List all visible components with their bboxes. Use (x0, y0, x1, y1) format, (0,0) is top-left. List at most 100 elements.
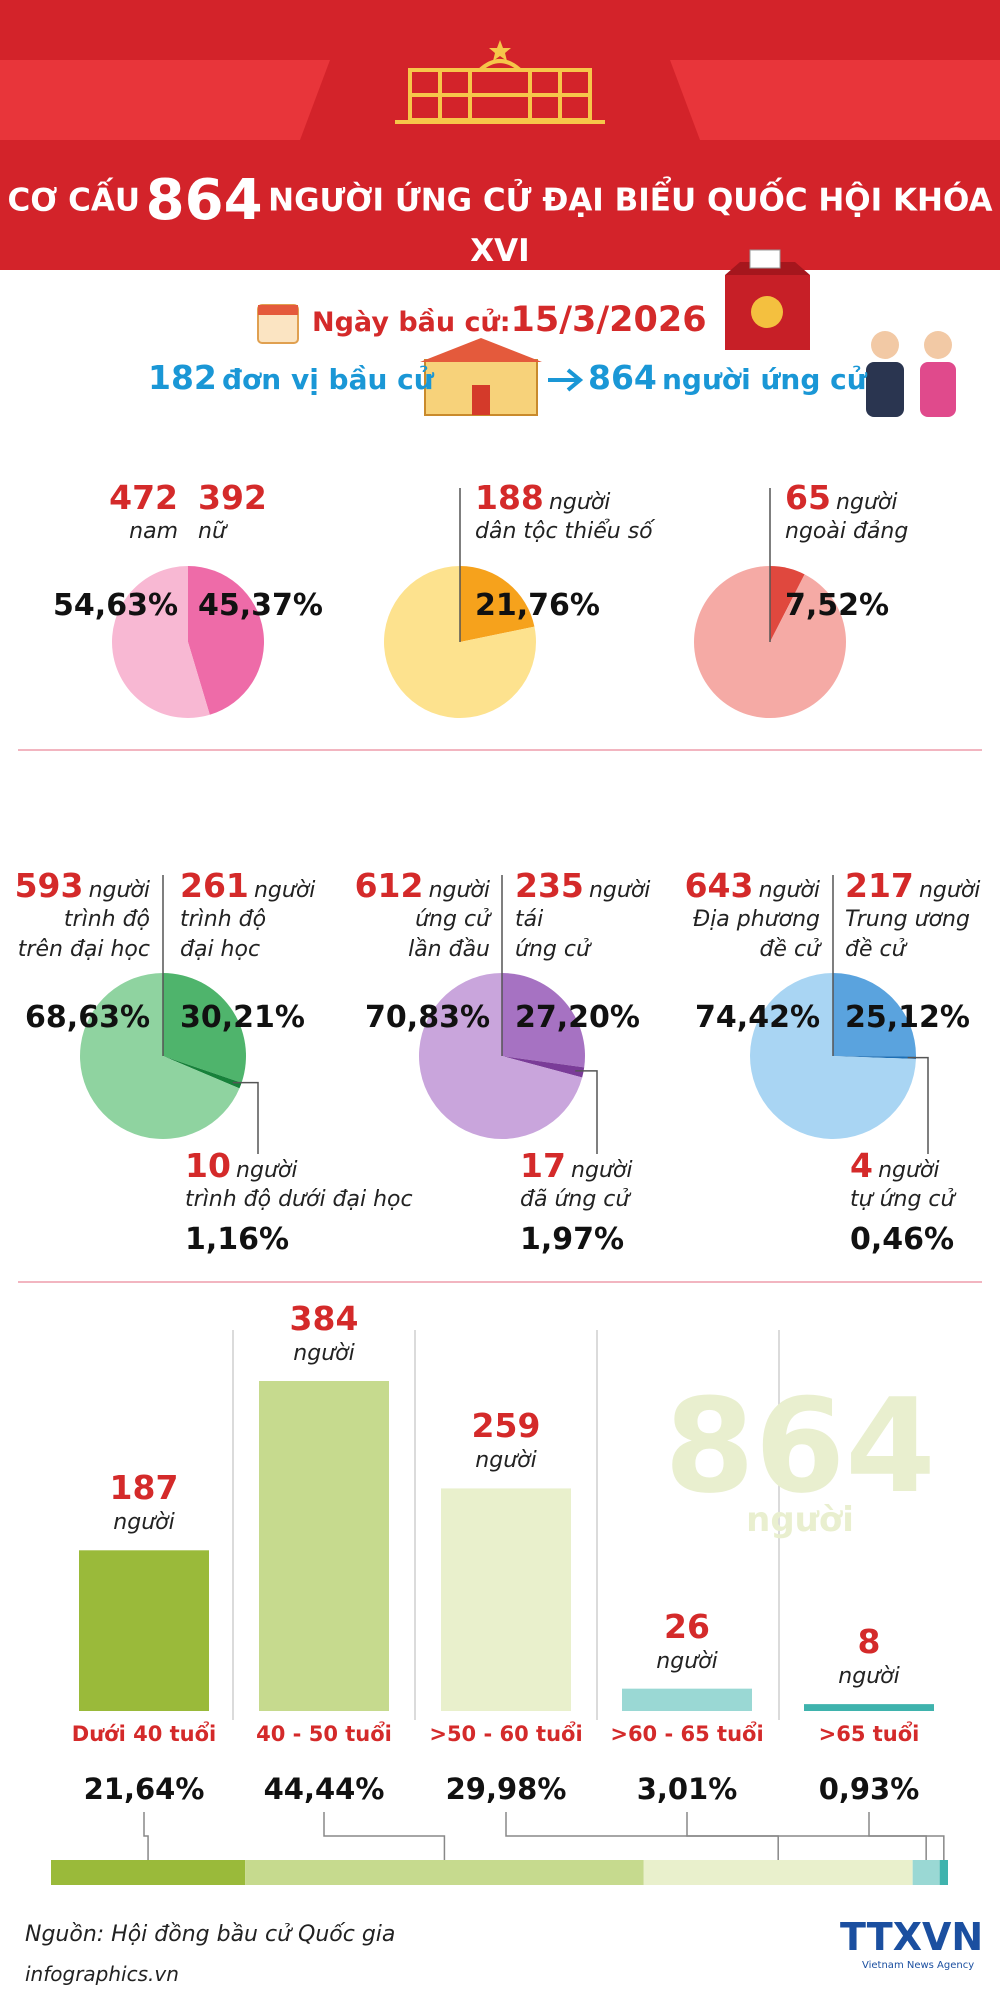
count-unit: người (236, 1158, 298, 1183)
building-icon (420, 338, 542, 416)
count-line: 235 người (515, 866, 650, 905)
date-label: Ngày bầu cử: (312, 307, 511, 338)
stacked-segment (245, 1860, 644, 1885)
count-unit: người (428, 878, 490, 903)
bar (622, 1688, 752, 1711)
pie-slice (188, 566, 265, 715)
leader-line (907, 1056, 929, 1154)
bar-value: 8 (857, 1622, 881, 1662)
candidates-row: 864 người ứng cử (588, 358, 867, 397)
category-label: Địa phương đề cử (693, 907, 820, 962)
bar-unit: người (656, 1648, 718, 1674)
percent-label: 70,83% (365, 1000, 490, 1035)
pie-label: 10 người trình độ dưới đại học (185, 1146, 413, 1215)
arrow-icon (548, 368, 584, 392)
pie-label: 217 người Trung ương đề cử (845, 866, 980, 965)
bar-value: 259 (471, 1406, 541, 1446)
category-label: trình độ dưới đại học (185, 1187, 413, 1212)
category-label: ứng cử lần đầu (408, 907, 490, 962)
candidates-icon (866, 331, 956, 417)
category-label: trình độ đại học (180, 907, 267, 962)
count: 643 (684, 866, 754, 905)
star (489, 40, 511, 61)
count-line: 392 (198, 478, 267, 517)
category-label: >50 - 60 tuổi (429, 1722, 583, 1746)
leader-line (323, 1812, 446, 1860)
ballot-box-icon (725, 249, 810, 350)
candidates: 864 (588, 358, 657, 397)
category-label: trình độ trên đại học (17, 907, 150, 962)
percent-label: 30,21% (180, 1000, 305, 1035)
pie-label: 472 nam (109, 478, 178, 547)
count-line: 217 người (845, 866, 980, 905)
percent-label: 44,44% (263, 1772, 385, 1806)
count: 392 (198, 478, 267, 517)
pie-label: 235 người tái ứng cử (515, 866, 650, 965)
count: 612 (354, 866, 424, 905)
units: 182 (148, 358, 217, 397)
bar-unit: người (113, 1510, 175, 1536)
logo-subtitle: Vietnam News Agency (862, 1960, 975, 1971)
calendar-icon (257, 304, 299, 344)
category-label: nam (129, 519, 178, 544)
pie-slice (163, 973, 247, 1083)
title-suffix: NGƯỜI ỨNG CỬ ĐẠI BIỂU QUỐC HỘI KHÓA XVI (268, 182, 993, 270)
percent-label: 21,64% (83, 1772, 205, 1806)
total-unit: người (746, 1500, 854, 1540)
pie-slice (460, 566, 535, 642)
count-line: 17 người (520, 1146, 632, 1185)
count-unit: người (588, 878, 651, 903)
count-line: 261 người (180, 866, 315, 905)
category-label: >65 tuổi (818, 1722, 920, 1746)
pie-slice (419, 973, 583, 1139)
count-line: 593 người (15, 866, 150, 905)
pie-slice (79, 973, 240, 1139)
count: 65 (785, 478, 831, 517)
percent-label: 1,97% (520, 1222, 625, 1257)
category-label: nữ (198, 519, 226, 544)
percent-label: 7,52% (785, 588, 890, 623)
pie-slice (833, 973, 916, 1057)
bar-value: 26 (664, 1606, 710, 1646)
pie-slice (833, 1056, 916, 1060)
pie-slice (112, 566, 210, 718)
parliament-icon (395, 59, 605, 124)
bar-unit: người (838, 1664, 900, 1690)
count: 261 (180, 866, 249, 905)
percent-label: 68,63% (25, 1000, 150, 1035)
title-number: 864 (145, 168, 263, 233)
bar (804, 1704, 934, 1711)
count: 593 (14, 866, 84, 905)
units-row: 182 đơn vị bầu cử (148, 358, 434, 397)
pie-label: 643 người Địa phương đề cử (685, 866, 820, 965)
leader-line (232, 1081, 259, 1154)
count-line: 472 (109, 478, 178, 517)
bar-value: 187 (109, 1468, 179, 1508)
count: 188 (475, 478, 544, 517)
count-unit: người (836, 490, 898, 515)
count-line: 188 người (475, 478, 653, 517)
bar (79, 1550, 209, 1711)
category-label: đã ứng cử (520, 1187, 630, 1212)
leader-line (575, 1070, 598, 1154)
count-unit: người (758, 878, 820, 903)
pie-label: 188 người dân tộc thiểu số (475, 478, 653, 547)
category-label: >60 - 65 tuổi (610, 1722, 764, 1746)
pie-label: 392 nữ (198, 478, 267, 547)
election-date-row: Ngày bầu cử:15/3/2026 (312, 300, 707, 340)
header-stripe (670, 60, 1000, 140)
category-label: Trung ương đề cử (845, 907, 970, 962)
count: 235 (515, 866, 584, 905)
count-unit: người (878, 1158, 940, 1183)
percent-label: 0,46% (850, 1222, 955, 1257)
count: 217 (845, 866, 914, 905)
logo: TTXVN (840, 1915, 984, 1959)
leader-line (686, 1812, 927, 1860)
percent-label: 21,76% (475, 588, 600, 623)
header-stripe (0, 60, 330, 140)
bar-value: 384 (289, 1299, 359, 1338)
bar-unit: người (293, 1341, 355, 1366)
count-unit: người (548, 490, 611, 515)
